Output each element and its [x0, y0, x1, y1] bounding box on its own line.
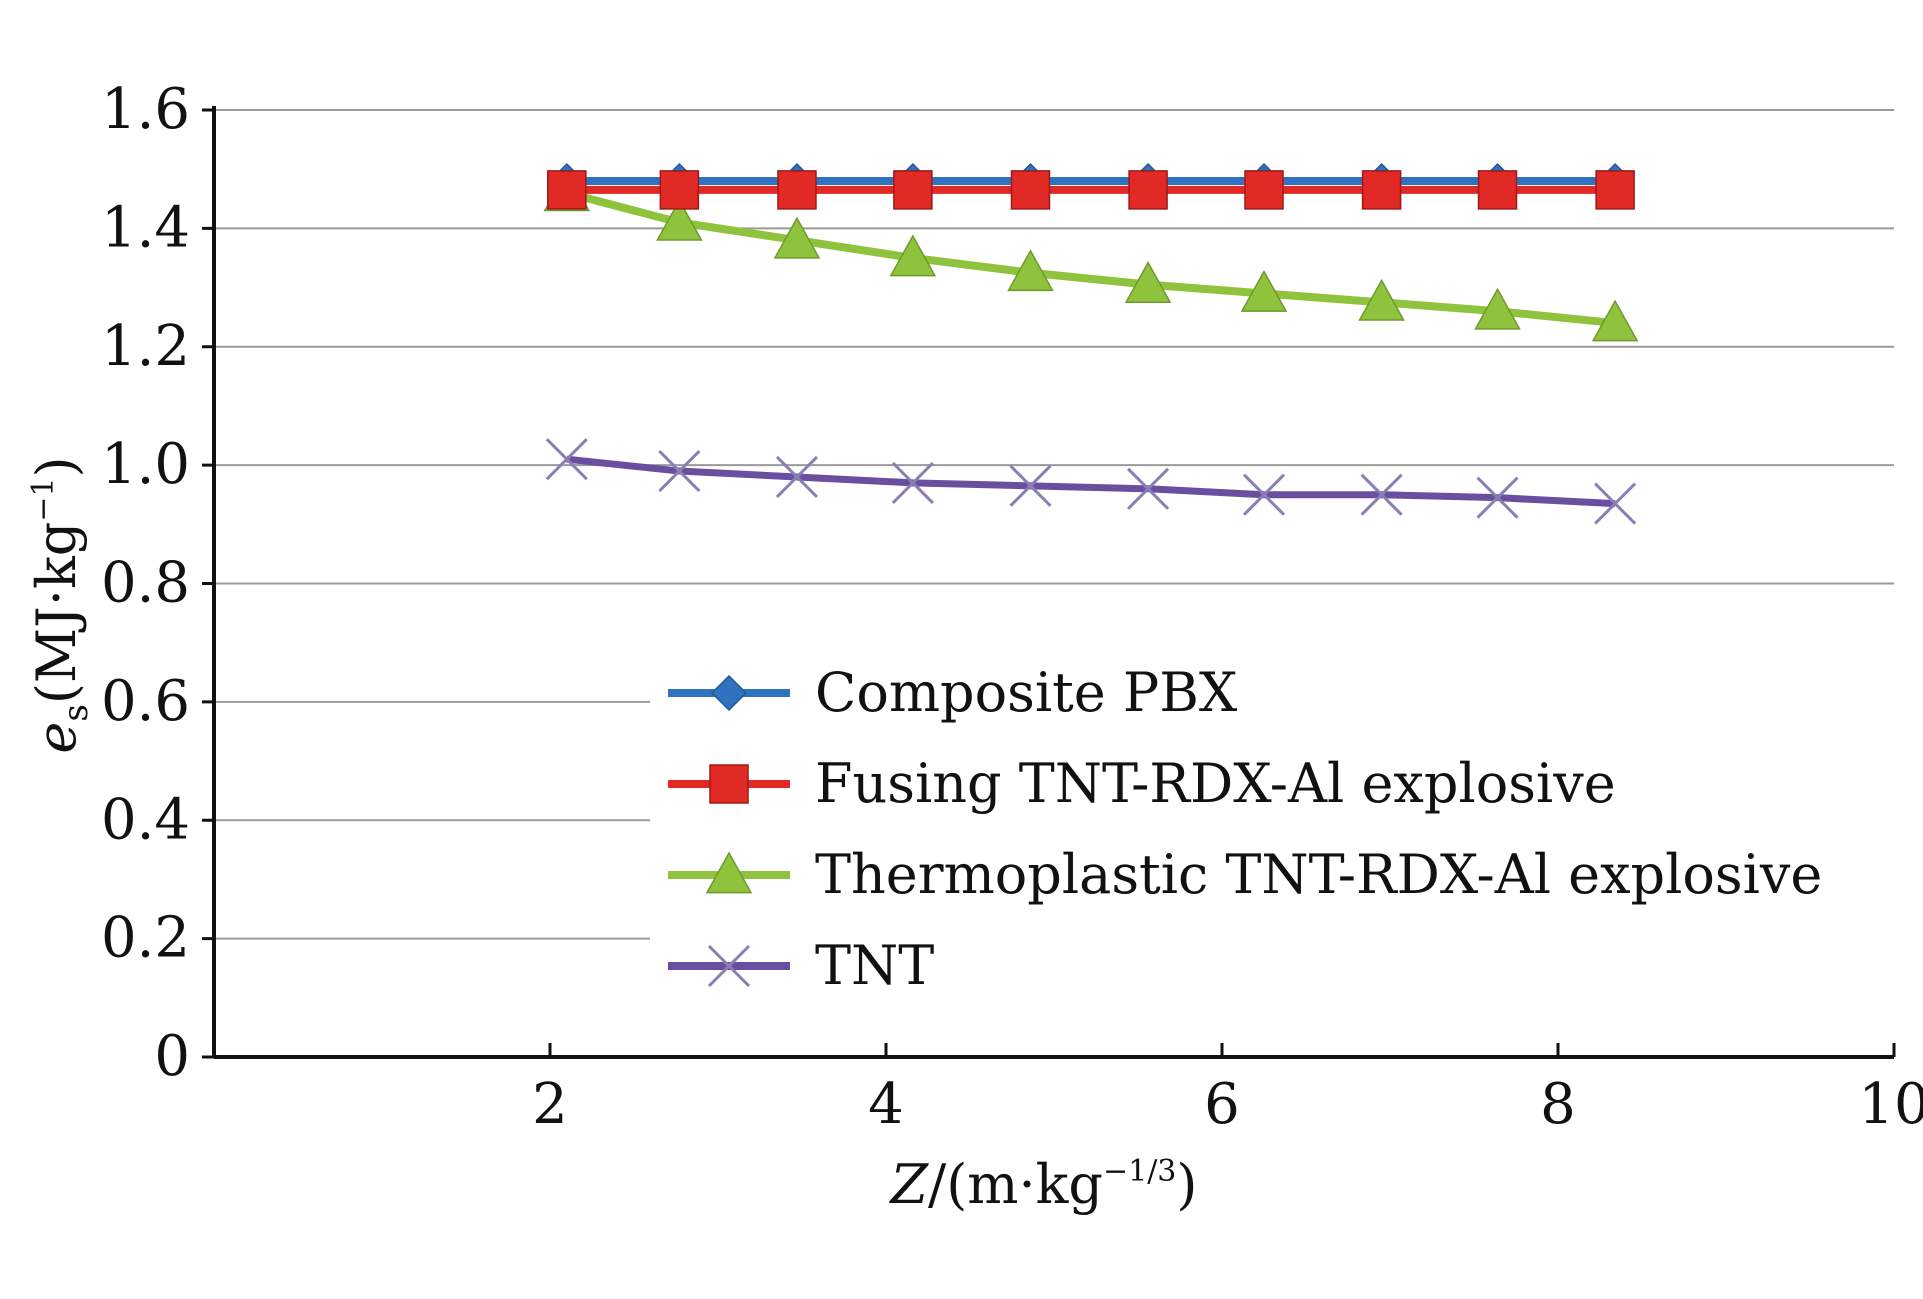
data-point — [1595, 170, 1635, 210]
data-point — [891, 461, 934, 504]
legend-swatch-marker — [705, 851, 753, 894]
series-line — [565, 188, 1616, 328]
data-point — [1591, 299, 1639, 342]
data-point — [547, 170, 587, 210]
y-tick-label: 0 — [154, 1024, 190, 1089]
series-thermoplastic-tnt-rdx-al-explosive — [543, 169, 1639, 342]
x-marker-stroke — [1009, 464, 1052, 507]
data-point — [1240, 269, 1288, 312]
series-line — [566, 455, 1616, 508]
data-point — [1594, 482, 1637, 525]
legend-swatch-marker — [710, 674, 748, 712]
legend-label: TNT — [815, 934, 934, 997]
legend-label: Fusing TNT-RDX-Al explosive — [815, 752, 1616, 815]
data-point — [1128, 170, 1168, 210]
y-axis-label-close: ) — [25, 456, 88, 477]
y-axis-label-unit: (MJ·kg — [25, 522, 88, 704]
data-point — [1242, 473, 1286, 516]
legend-item: TNT — [668, 934, 934, 997]
data-point — [658, 449, 701, 493]
legend-swatch-marker — [709, 764, 749, 804]
data-point — [1009, 464, 1052, 507]
x-marker-stroke — [1594, 482, 1637, 525]
y-axis-label-exp: −1 — [26, 477, 61, 521]
legend-item: Thermoplastic TNT-RDX-Al explosive — [668, 843, 1822, 906]
x-marker-stroke — [545, 438, 588, 481]
x-tick-label: 8 — [1540, 1072, 1576, 1137]
x-axis-label: Z/(m·kg−1/3) — [889, 1153, 1198, 1216]
series — [543, 162, 1639, 525]
axes — [202, 106, 1896, 1059]
data-point — [1244, 170, 1284, 210]
x-tick-label: 2 — [532, 1072, 568, 1137]
x-axis-label-exp: −1/3 — [1103, 1154, 1176, 1189]
data-point — [1127, 467, 1170, 510]
x-marker-stroke — [707, 944, 751, 988]
y-axis-label-var: e — [25, 722, 88, 754]
series-fusing-tnt-rdx-al-explosive — [547, 170, 1635, 210]
data-point — [1007, 249, 1054, 292]
x-marker-stroke — [1242, 473, 1286, 516]
data-point — [659, 170, 700, 210]
data-point — [1477, 170, 1518, 210]
data-point — [889, 234, 937, 277]
y-tick-label: 0.2 — [101, 906, 190, 971]
y-axis-label-sub: s — [56, 704, 96, 721]
x-tick-label: 10 — [1858, 1072, 1923, 1137]
legend-item: Fusing TNT-RDX-Al explosive — [668, 752, 1616, 815]
data-point — [1358, 278, 1405, 321]
x-axis-label-var: Z — [889, 1153, 930, 1216]
legend-item: Composite PBX — [668, 661, 1238, 724]
x-axis-label-unit: /(m·kg — [928, 1153, 1103, 1216]
x-marker-stroke — [658, 449, 701, 493]
series-tnt — [545, 438, 1637, 525]
data-point — [777, 170, 817, 210]
y-tick-label: 1.4 — [101, 195, 190, 260]
data-point — [1360, 473, 1403, 516]
data-point — [656, 198, 703, 241]
y-tick-label: 1.0 — [101, 432, 190, 497]
y-tick-label: 1.6 — [101, 77, 190, 142]
y-tick-label: 0.6 — [101, 669, 190, 734]
legend-background — [650, 640, 1900, 1000]
data-point — [1124, 261, 1172, 303]
x-tick-label: 4 — [868, 1072, 904, 1137]
data-point — [1476, 476, 1519, 519]
data-point — [893, 170, 933, 210]
x-axis-label-close: ) — [1176, 1153, 1197, 1216]
data-point — [545, 438, 588, 481]
data-point — [773, 216, 821, 259]
data-point — [1474, 287, 1521, 330]
y-tick-label: 1.2 — [101, 314, 190, 379]
data-point — [1361, 170, 1402, 210]
x-marker-stroke — [1127, 467, 1170, 510]
x-marker-stroke — [1476, 476, 1519, 519]
x-marker-stroke — [1360, 473, 1403, 516]
data-point — [1010, 170, 1051, 210]
y-tick-label: 0.4 — [101, 787, 190, 852]
legend-swatch-marker — [707, 944, 751, 988]
data-point — [775, 455, 819, 499]
x-marker-stroke — [891, 461, 934, 504]
legend-label: Composite PBX — [815, 661, 1238, 724]
y-tick-label: 0.8 — [101, 551, 190, 616]
x-marker-stroke — [775, 455, 819, 499]
y-axis-label: es(MJ·kg−1) — [25, 456, 96, 753]
legend-label: Thermoplastic TNT-RDX-Al explosive — [815, 843, 1822, 906]
tick-labels: 0 0.2 0.4 0.6 0.8 1.0 1.2 1.4 1.6 2 4 6 8 10 — [101, 77, 1923, 1137]
legend: Composite PBX Fusing TNT-RDX-Al explosive… — [650, 640, 1900, 1000]
x-tick-label: 6 — [1204, 1072, 1240, 1137]
